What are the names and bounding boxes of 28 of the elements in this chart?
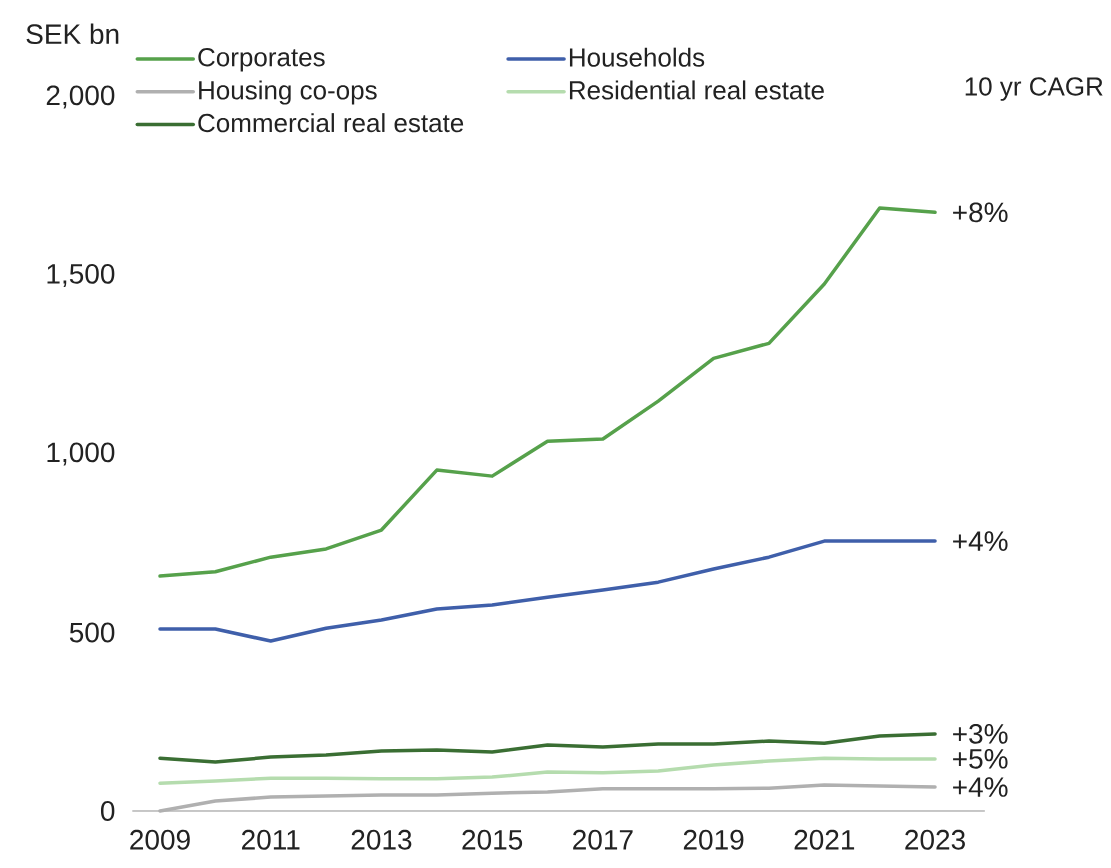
y-tick-label: 2,000	[46, 85, 115, 109]
x-tick-label: 2009	[130, 829, 190, 850]
x-tick-label: 2011	[242, 829, 300, 850]
x-tick-label: 2023	[905, 829, 965, 850]
annotation: +4%	[953, 531, 1008, 551]
line-series	[158, 206, 937, 578]
legend-label: Households	[569, 47, 705, 67]
legend-label: Commercial real estate	[198, 113, 464, 133]
annotation: 10 yr CAGR	[965, 77, 1103, 101]
y-tick-label: 0	[100, 801, 115, 821]
y-axis-title: SEK bn	[26, 23, 119, 45]
line-series	[158, 732, 937, 764]
line-series	[158, 756, 937, 785]
x-tick-label: 2013	[351, 829, 412, 850]
annotation: +4%	[953, 777, 1008, 797]
x-tick-label: 2017	[573, 829, 633, 850]
x-tick-label: 2019	[683, 829, 744, 850]
x-tick-label: 2015	[462, 829, 523, 850]
x-tick-label: 2021	[794, 829, 855, 850]
legend-label: Residential real estate	[569, 80, 824, 100]
annotation: +5%	[953, 749, 1008, 769]
y-tick-label: 1,000	[47, 442, 115, 466]
legend-label: Housing co-ops	[199, 80, 377, 105]
y-tick-label: 500	[69, 622, 115, 643]
legend-label: Corporates	[198, 47, 325, 72]
annotation: +8%	[953, 202, 1008, 223]
annotation: +3%	[953, 723, 1008, 744]
y-tick-label: 1,500	[47, 263, 115, 288]
